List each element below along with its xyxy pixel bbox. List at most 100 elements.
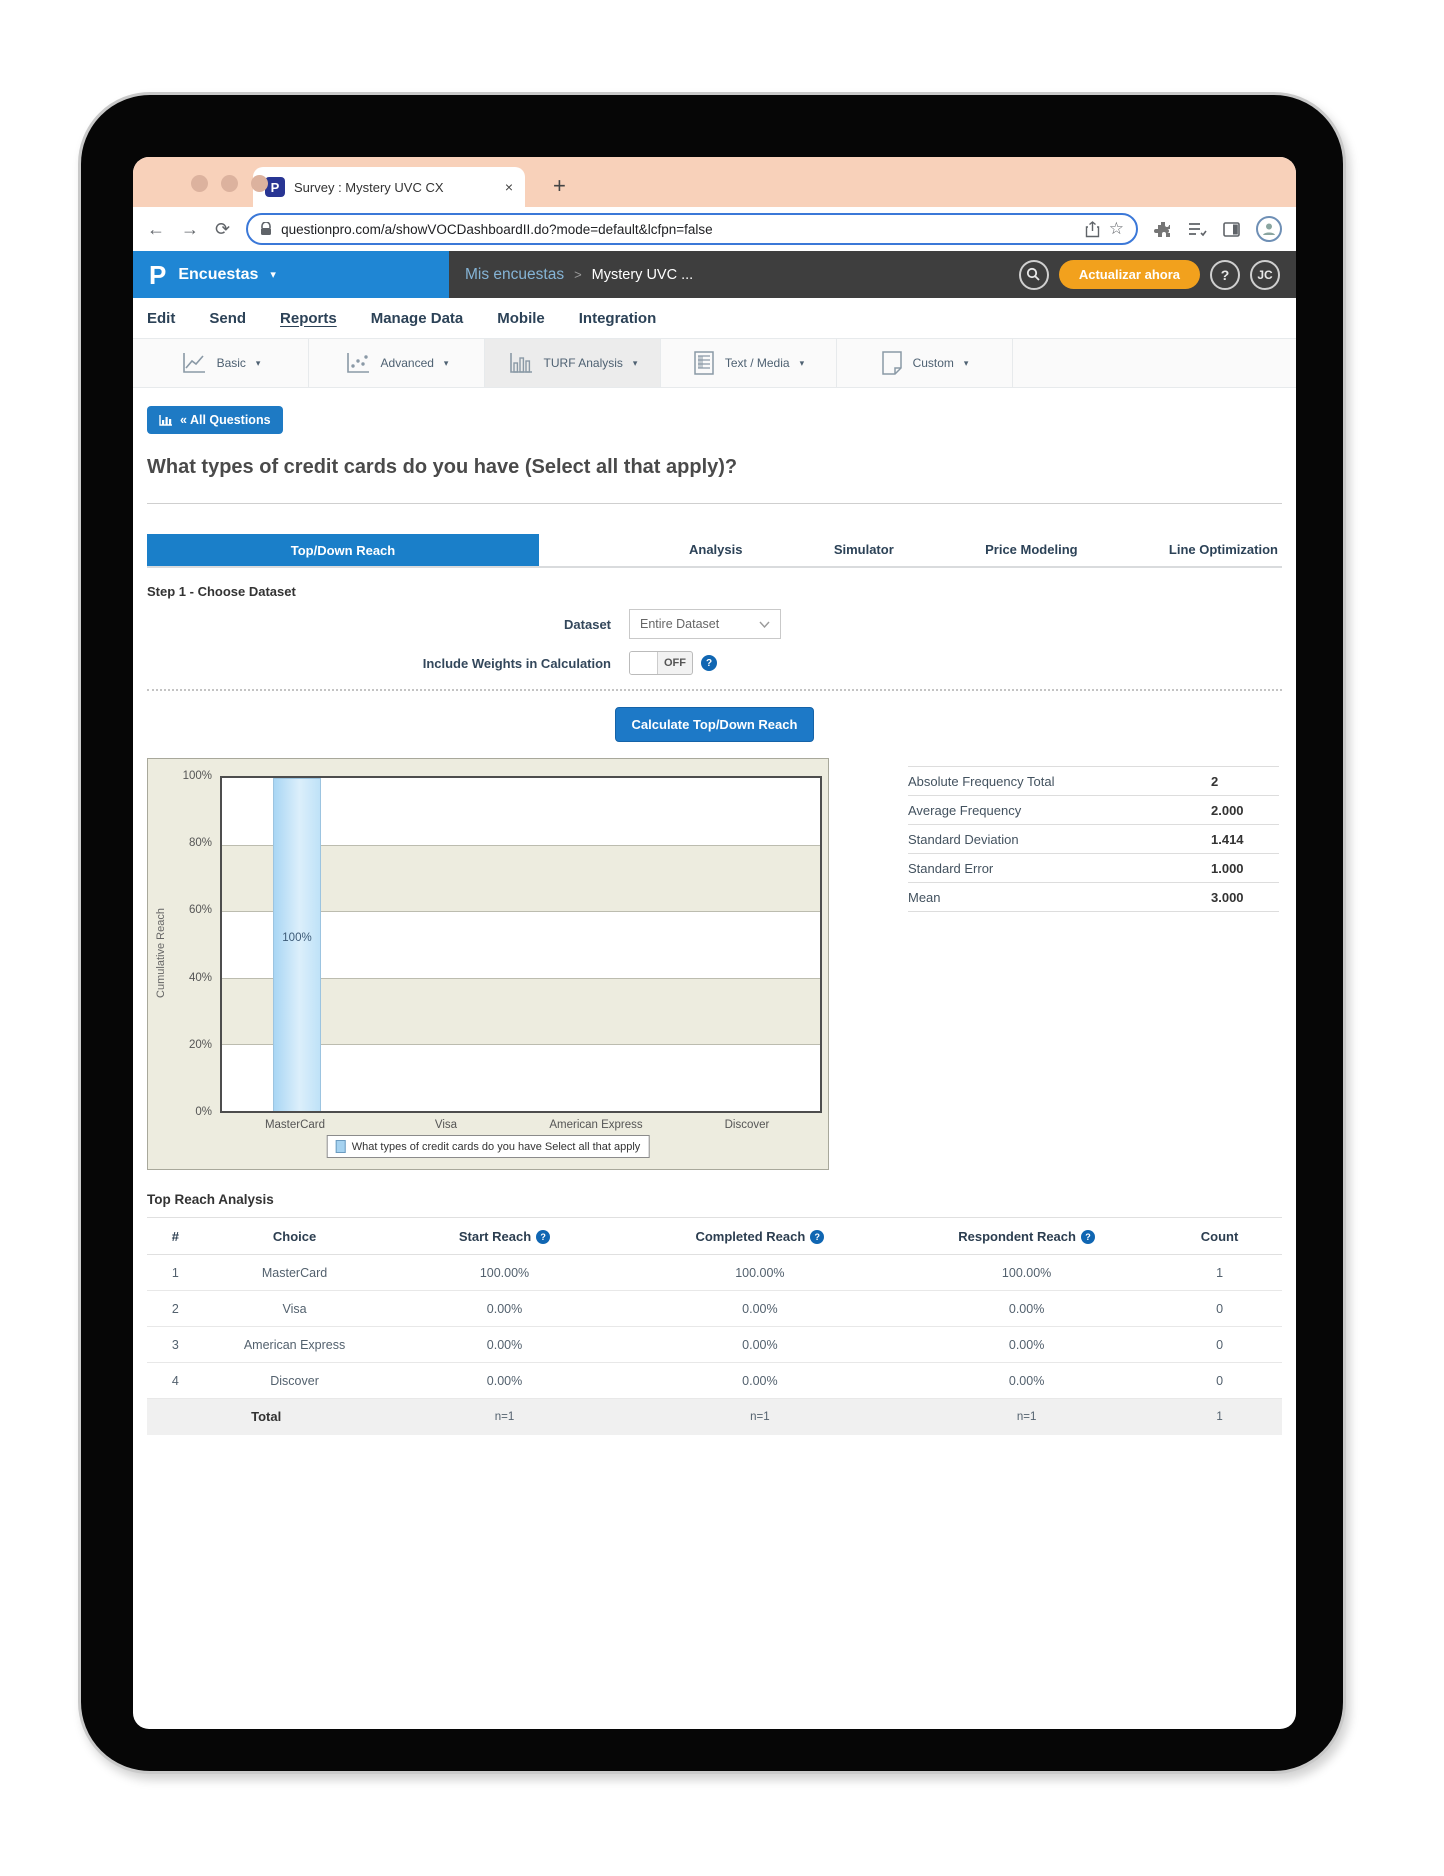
report-custom-dropdown[interactable]: Custom ▾ [837,339,1013,387]
xtick-american-express: American Express [549,1119,643,1131]
tablet-frame: P Survey : Mystery UVC CX × + ← → ⟳ ques… [78,92,1346,1774]
table-row: 4 Discover 0.00% 0.00% 0.00% 0 [147,1362,1282,1399]
top-reach-table: # Choice Start Reach? Completed Reach? R… [147,1217,1282,1435]
tab-price-modeling[interactable]: Price Modeling [985,542,1078,557]
browser-toolbar: ← → ⟳ questionpro.com/a/showVOCDashboard… [133,207,1296,251]
table-row: 3 American Express 0.00% 0.00% 0.00% 0 [147,1326,1282,1363]
breadcrumb-separator: > [574,267,582,282]
weights-help-icon[interactable]: ? [701,655,717,671]
menu-item-edit[interactable]: Edit [147,309,176,327]
table-row: 1 MasterCard 100.00% 100.00% 100.00% 1 [147,1254,1282,1291]
table-total-row: Total n=1 n=1 n=1 1 [147,1398,1282,1435]
report-basic-dropdown[interactable]: Basic ▾ [133,339,309,387]
window-controls [191,175,268,192]
reload-icon[interactable]: ⟳ [215,218,231,239]
col-respondent-reach: Respondent Reach? [896,1217,1158,1255]
forward-icon[interactable]: → [181,218,199,239]
step1-form: Dataset Entire Dataset Include Weights i… [147,609,1282,675]
menu-item-mobile[interactable]: Mobile [497,309,545,327]
browser-actions [1154,216,1282,242]
col-count: Count [1157,1217,1282,1255]
header-breadcrumb-area: Mis encuestas > Mystery UVC ... Actualiz… [449,251,1296,298]
search-icon[interactable] [1018,259,1049,290]
window-close-dot[interactable] [191,175,208,192]
ytick-20: 20% [188,1039,212,1051]
all-questions-button[interactable]: « All Questions [147,406,283,434]
report-advanced-dropdown[interactable]: Advanced ▾ [309,339,485,387]
back-icon[interactable]: ← [147,218,165,239]
ytick-80: 80% [188,837,212,849]
url-text: questionpro.com/a/showVOCDashboardII.do?… [281,221,713,237]
user-avatar[interactable]: JC [1250,259,1280,290]
start-reach-help-icon[interactable]: ? [536,1229,551,1244]
top-reach-heading: Top Reach Analysis [147,1192,274,1207]
line-chart-icon [181,351,207,375]
table-header-row: # Choice Start Reach? Completed Reach? R… [147,1217,1282,1255]
custom-note-icon [881,350,903,376]
questionpro-favicon: P [265,177,285,197]
reading-list-icon[interactable] [1188,222,1207,237]
tab-top-down-reach[interactable]: Top/Down Reach [147,534,539,566]
ytick-60: 60% [188,904,212,916]
new-tab-icon[interactable]: + [553,173,566,198]
tab-analysis[interactable]: Analysis [689,542,743,557]
lock-icon [260,222,272,236]
col-number: # [147,1217,204,1255]
ytick-40: 40% [188,972,212,984]
bar-value-label: 100% [282,931,312,944]
product-name: Encuestas [178,265,259,283]
stat-row: Standard Deviation 1.414 [908,825,1279,854]
dataset-select[interactable]: Entire Dataset [629,609,781,639]
col-choice: Choice [203,1217,386,1255]
table-row: 2 Visa 0.00% 0.00% 0.00% 0 [147,1290,1282,1327]
survey-menu: Edit Send Reports Manage Data Mobile Int… [133,298,1296,338]
question-title: What types of credit cards do you have (… [147,456,738,478]
weights-label: Include Weights in Calculation [422,655,611,671]
menu-item-integration[interactable]: Integration [578,309,657,327]
scatter-chart-icon [345,351,371,375]
report-turf-analysis-dropdown[interactable]: TURF Analysis ▾ [485,339,661,387]
chart-plot-area: 100% [220,776,822,1113]
col-completed-reach: Completed Reach? [623,1217,897,1255]
weights-toggle[interactable]: OFF [629,651,693,675]
update-now-button[interactable]: Actualizar ahora [1058,260,1200,289]
xtick-discover: Discover [724,1119,770,1131]
product-switcher[interactable]: P Encuestas ▾ [133,251,449,298]
side-panel-icon[interactable] [1223,221,1240,237]
questionpro-logo: P [149,259,167,290]
cumulative-reach-chart: 100% Cumulative Reach 100% 80% 60% 40% 2… [147,758,829,1170]
legend-label: What types of credit cards do you have S… [351,1140,641,1153]
tab-simulator[interactable]: Simulator [833,542,894,557]
report-text-media-dropdown[interactable]: Text / Media ▾ [661,339,837,387]
menu-item-reports[interactable]: Reports [280,309,337,327]
tab-line-optimization[interactable]: Line Optimization [1168,542,1278,557]
report-type-toolbar: Basic ▾ Advanced ▾ TURF Analysis ▾ [133,338,1296,388]
tab-title: Survey : Mystery UVC CX [294,179,444,195]
completed-reach-help-icon[interactable]: ? [810,1229,825,1244]
stat-row: Mean 3.000 [908,883,1279,912]
frequency-stats-table: Absolute Frequency Total 2 Average Frequ… [908,766,1279,912]
menu-item-send[interactable]: Send [209,309,247,327]
bar-chart-mini-icon [159,414,173,426]
bar-chart-icon [508,351,534,375]
share-icon[interactable] [1085,220,1100,238]
bookmark-star-icon[interactable]: ☆ [1108,219,1124,238]
calculate-reach-button[interactable]: Calculate Top/Down Reach [614,707,815,742]
toggle-knob [630,652,658,674]
tab-close-icon[interactable]: × [504,179,513,195]
browser-tab[interactable]: P Survey : Mystery UVC CX × [253,167,525,207]
bar-mastercard[interactable]: 100% [273,778,321,1111]
stat-row: Average Frequency 2.000 [908,796,1279,825]
url-bar[interactable]: questionpro.com/a/showVOCDashboardII.do?… [246,213,1138,245]
window-zoom-dot[interactable] [251,175,268,192]
extensions-puzzle-icon[interactable] [1154,220,1172,238]
help-button[interactable]: ? [1210,259,1240,290]
menu-item-manage-data[interactable]: Manage Data [370,309,464,327]
window-minimize-dot[interactable] [221,175,238,192]
col-start-reach: Start Reach? [385,1217,624,1255]
respondent-reach-help-icon[interactable]: ? [1080,1229,1095,1244]
stat-row: Standard Error 1.000 [908,854,1279,883]
app-header: P Encuestas ▾ Mis encuestas > Mystery UV… [133,251,1296,298]
breadcrumb-parent-link[interactable]: Mis encuestas [465,265,565,283]
browser-profile-avatar[interactable] [1256,216,1282,242]
